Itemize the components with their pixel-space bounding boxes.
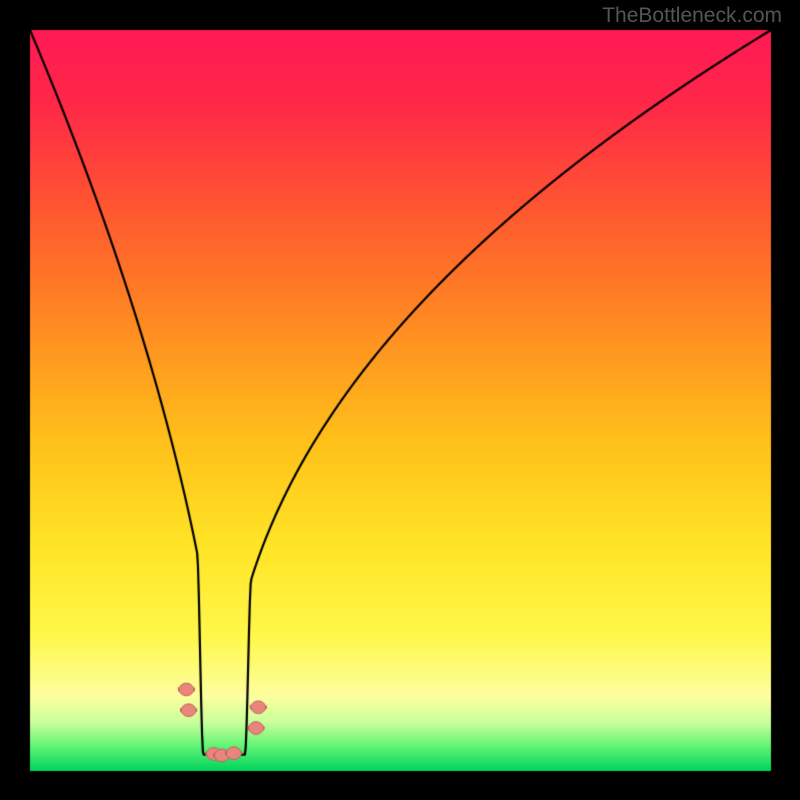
chart-root: TheBottleneck.com [0, 0, 800, 800]
watermark-label: TheBottleneck.com [602, 4, 782, 28]
gradient-curve-chart [0, 0, 800, 800]
